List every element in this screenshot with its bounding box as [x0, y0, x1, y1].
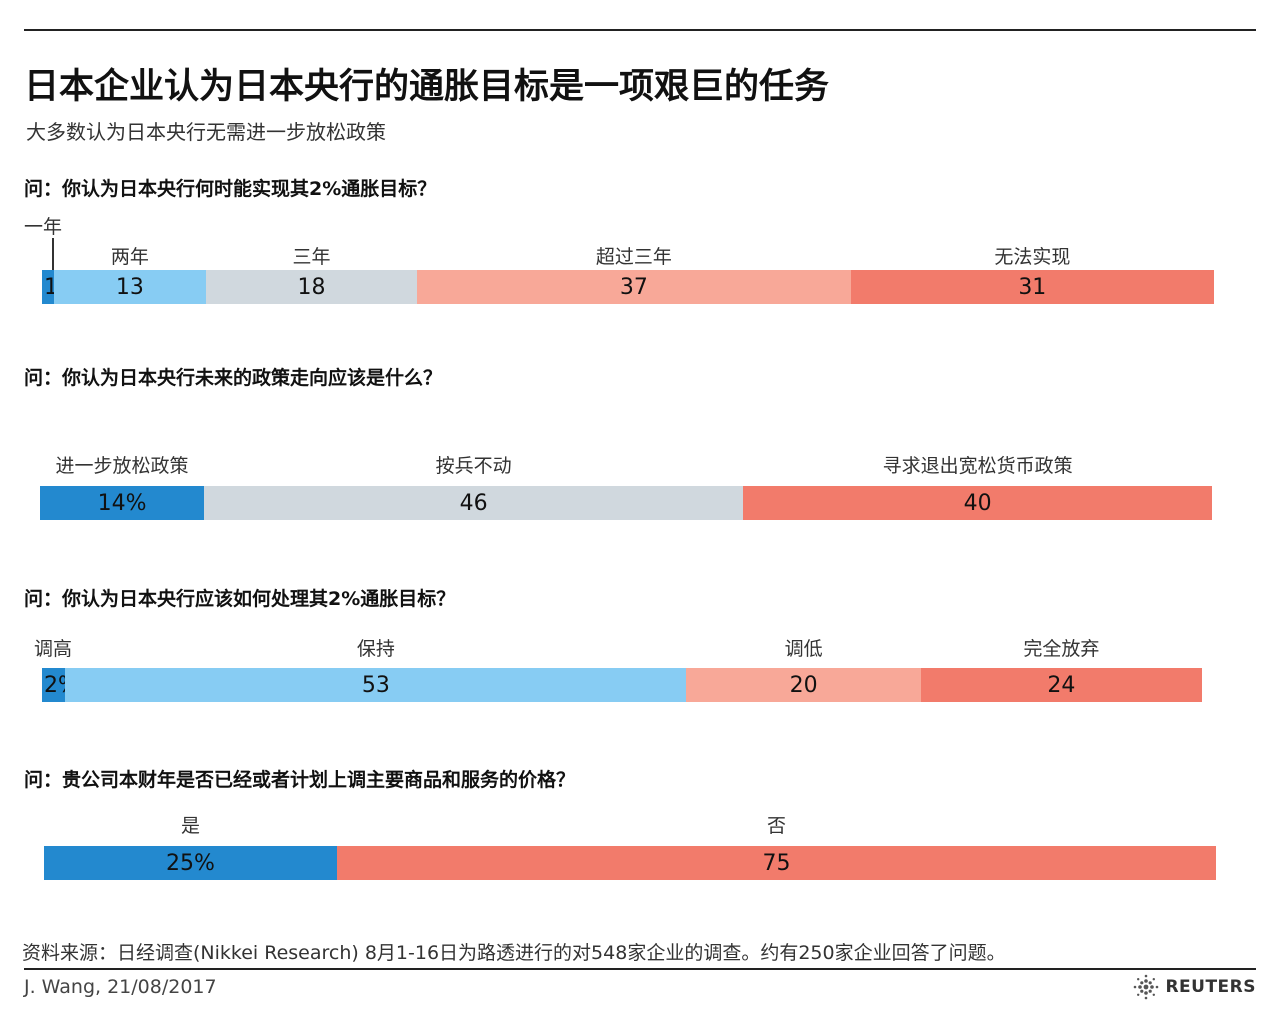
- value-label: 13: [115, 274, 144, 300]
- category-label: 两年: [110, 246, 149, 268]
- category-label: 完全放弃: [1023, 638, 1100, 660]
- question-2: 问：你认为日本央行未来的政策走向应该是什么？: [24, 367, 443, 389]
- category-label: 否: [766, 815, 787, 837]
- bar-segment: 1%: [42, 270, 79, 304]
- category-label: 保持: [356, 638, 395, 660]
- value-label: 14%: [97, 490, 147, 516]
- category-label: 三年: [292, 246, 331, 268]
- leader-line: [51, 238, 54, 270]
- reuters-dots-icon: [1134, 974, 1159, 1000]
- bar-segment: 46: [204, 486, 744, 520]
- question-1: 问：你认为日本央行何时能实现其2%通胀目标？: [24, 178, 437, 200]
- bar-segment: 25%: [44, 846, 337, 880]
- question-4: 问：贵公司本财年是否已经或者计划上调主要商品和服务的价格？: [24, 769, 576, 791]
- bar-segment: 24: [920, 668, 1202, 702]
- bar-segment: 37: [417, 270, 851, 304]
- reuters-logo-text: REUTERS: [1165, 977, 1256, 997]
- value-label: 53: [361, 672, 390, 698]
- category-label: 无法实现: [994, 246, 1071, 268]
- bar-segment: 14%: [40, 486, 205, 520]
- credit-line: J. Wang, 21/08/2017: [24, 976, 217, 998]
- bar-segment: 40: [743, 486, 1212, 520]
- stacked-bar-2: 14% 46 40: [40, 486, 1212, 520]
- value-label: 40: [963, 490, 992, 516]
- chart-subtitle: 大多数认为日本央行无需进一步放松政策: [26, 120, 386, 144]
- reuters-logo: REUTERS: [1133, 974, 1256, 1000]
- value-label: 18: [297, 274, 326, 300]
- value-label: 24: [1047, 672, 1076, 698]
- stacked-bar-3: 2% 53 20 24: [42, 668, 1202, 702]
- category-label: 是: [180, 815, 201, 837]
- bar-segment: 13: [53, 270, 207, 304]
- stacked-bar-4: 25% 75: [44, 846, 1216, 880]
- category-label: 调低: [784, 638, 823, 660]
- stacked-bar-1: 1% 13 18 37 31: [42, 270, 1214, 304]
- category-label: 一年: [24, 216, 63, 238]
- question-3: 问：你认为日本央行应该如何处理其2%通胀目标？: [24, 588, 456, 610]
- top-rule: [24, 29, 1256, 31]
- value-label: 75: [762, 850, 791, 876]
- value-label: 20: [789, 672, 818, 698]
- bar-segment: 31: [850, 270, 1214, 304]
- category-label: 超过三年: [595, 246, 672, 268]
- category-label: 按兵不动: [435, 455, 512, 477]
- bar-segment: 18: [206, 270, 418, 304]
- value-label: 37: [619, 274, 648, 300]
- source-note: 资料来源：日经调查(Nikkei Research) 8月1-16日为路透进行的…: [22, 942, 1006, 964]
- bottom-rule: [24, 968, 1256, 970]
- category-label: 进一步放松政策: [55, 455, 189, 477]
- bar-segment: 53: [65, 668, 687, 702]
- bar-segment: 75: [337, 846, 1216, 880]
- category-label: 调高: [34, 638, 73, 660]
- bar-segment: 20: [686, 668, 921, 702]
- category-label: 寻求退出宽松货币政策: [882, 455, 1073, 477]
- value-label: 31: [1018, 274, 1047, 300]
- value-label: 25%: [166, 850, 215, 876]
- chart-title: 日本企业认为日本央行的通胀目标是一项艰巨的任务: [24, 67, 830, 107]
- value-label: 46: [459, 490, 488, 516]
- bar-segment: 2%: [42, 668, 79, 702]
